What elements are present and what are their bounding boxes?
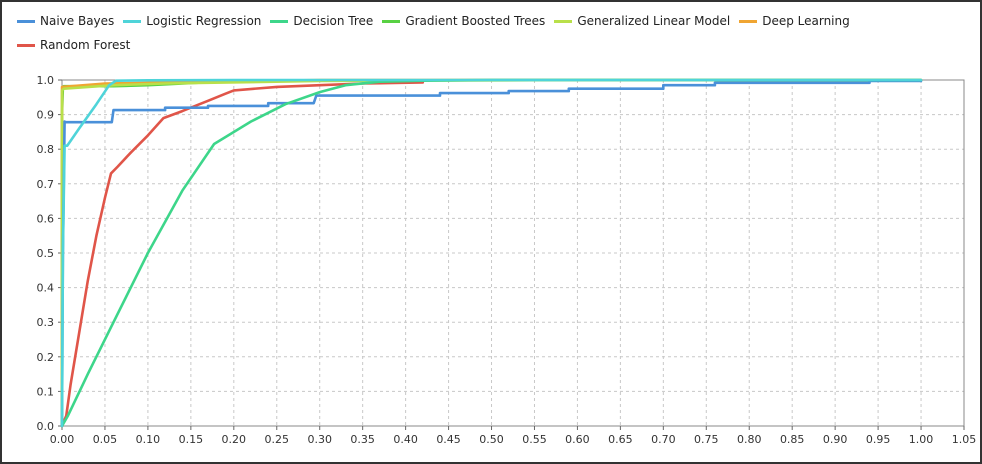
legend-swatch xyxy=(382,19,401,23)
legend-label: Decision Tree xyxy=(293,14,374,28)
legend-item: Decision Tree xyxy=(270,14,373,28)
y-tick-label: 0.3 xyxy=(37,316,55,329)
legend-label: Naive Bayes xyxy=(40,14,115,28)
legend-item: Generalized Linear Model xyxy=(554,14,730,28)
x-tick-label: 1.00 xyxy=(909,433,934,446)
legend-row: Naive Bayes Logistic Regression Decision T… xyxy=(17,9,967,33)
y-tick-label: 1.0 xyxy=(37,74,55,87)
y-tick-label: 0.0 xyxy=(37,420,55,433)
x-tick-label: 0.15 xyxy=(179,433,204,446)
legend-label: Logistic Regression xyxy=(146,14,262,28)
y-tick-label: 0.6 xyxy=(37,212,55,225)
series-line-logistic-regression xyxy=(60,78,923,428)
y-tick-label: 0.7 xyxy=(37,178,55,191)
chart-legend: Naive Bayes Logistic Regression Decision T… xyxy=(17,9,967,57)
legend-item: Random Forest xyxy=(17,38,130,52)
x-tick-label: 0.60 xyxy=(565,433,590,446)
x-tick-label: 0.30 xyxy=(307,433,332,446)
legend-item: Gradient Boosted Trees xyxy=(382,14,545,28)
legend-label: Deep Learning xyxy=(762,14,850,28)
x-tick-label: 0.25 xyxy=(265,433,290,446)
x-tick-label: 0.70 xyxy=(651,433,676,446)
x-tick-label: 0.00 xyxy=(50,433,75,446)
x-tick-label: 0.95 xyxy=(866,433,891,446)
y-tick-label: 0.8 xyxy=(37,143,55,156)
series-line-naive-bayes xyxy=(60,79,923,428)
x-tick-label: 0.65 xyxy=(608,433,633,446)
x-tick-label: 1.05 xyxy=(952,433,977,446)
legend-swatch xyxy=(123,19,142,23)
x-tick-label: 0.35 xyxy=(350,433,375,446)
x-tick-label: 0.20 xyxy=(222,433,247,446)
x-tick-label: 0.90 xyxy=(823,433,848,446)
x-tick-label: 0.75 xyxy=(694,433,719,446)
legend-item: Naive Bayes xyxy=(17,14,114,28)
x-tick-label: 0.10 xyxy=(136,433,161,446)
legend-swatch xyxy=(17,19,35,23)
x-tick-label: 0.80 xyxy=(737,433,762,446)
y-tick-label: 0.5 xyxy=(37,247,55,260)
legend-item: Deep Learning xyxy=(739,14,850,28)
legend-label: Gradient Boosted Trees xyxy=(405,14,546,28)
x-tick-label: 0.40 xyxy=(393,433,418,446)
legend-swatch xyxy=(17,43,35,47)
x-tick-label: 0.85 xyxy=(780,433,805,446)
x-tick-label: 0.05 xyxy=(93,433,118,446)
series-line-random-forest xyxy=(60,81,425,428)
legend-swatch xyxy=(270,19,289,23)
x-tick-label: 0.45 xyxy=(436,433,461,446)
legend-swatch xyxy=(739,19,758,23)
y-tick-label: 0.1 xyxy=(37,385,55,398)
x-tick-label: 0.55 xyxy=(522,433,547,446)
legend-label: Random Forest xyxy=(40,38,131,52)
legend-row: Random Forest xyxy=(17,33,967,57)
y-tick-label: 0.2 xyxy=(37,351,55,364)
y-tick-label: 0.4 xyxy=(37,282,55,295)
legend-item: Logistic Regression xyxy=(123,14,261,28)
legend-swatch xyxy=(554,19,573,23)
y-tick-label: 0.9 xyxy=(37,109,55,122)
legend-label: Generalized Linear Model xyxy=(577,14,731,28)
x-tick-label: 0.50 xyxy=(479,433,504,446)
